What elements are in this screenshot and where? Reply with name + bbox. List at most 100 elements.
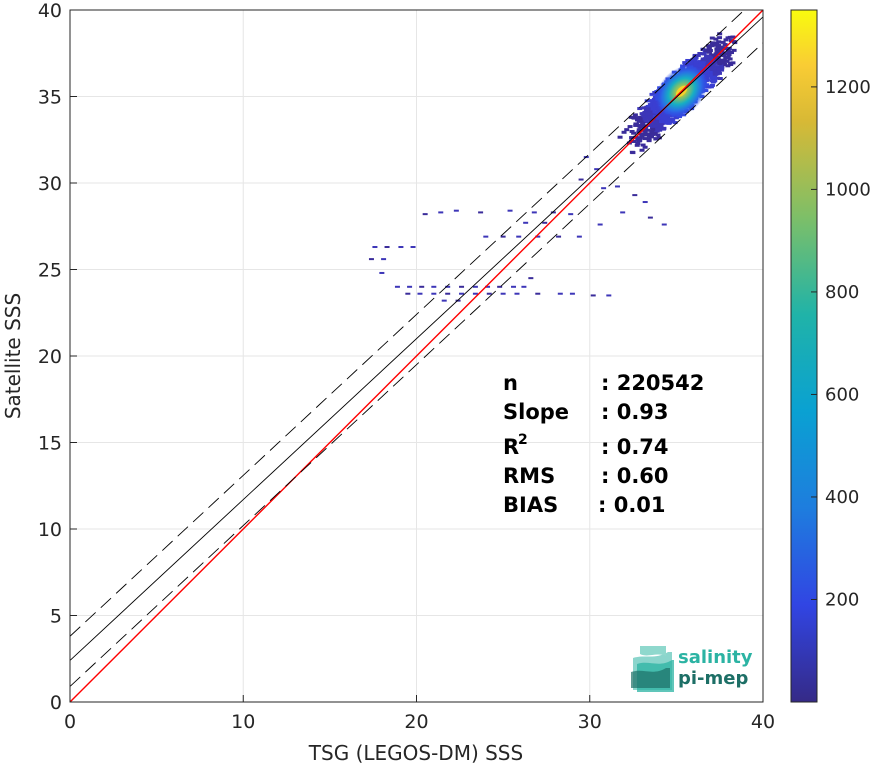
- y-tick-label-5: 25: [38, 260, 62, 282]
- density-bin: [707, 71, 713, 75]
- density-bin: [636, 128, 642, 132]
- density-bin: [633, 122, 639, 126]
- density-bin: [650, 107, 656, 111]
- density-bin: [723, 38, 729, 42]
- density-bin: [652, 98, 658, 102]
- density-bin: [410, 246, 416, 249]
- density-bin: [719, 66, 725, 70]
- y-tick-label-7: 35: [38, 87, 62, 109]
- density-bin: [731, 48, 737, 52]
- density-bin: [629, 129, 635, 133]
- density-bin: [635, 141, 641, 145]
- density-bin: [714, 56, 720, 60]
- y-tick-label-0: 0: [50, 692, 62, 714]
- logo-line-2: pi-mep: [678, 668, 748, 689]
- density-bin: [717, 36, 723, 40]
- density-bin: [667, 119, 673, 123]
- density-bin: [632, 194, 638, 197]
- colorbar-frame: [790, 9, 818, 703]
- density-bin: [438, 211, 444, 214]
- density-bin: [661, 223, 667, 226]
- density-bin: [717, 32, 723, 36]
- density-bin: [720, 60, 726, 64]
- x-tick-label-4: 40: [751, 711, 775, 733]
- y-tick-label-2: 10: [38, 519, 62, 541]
- density-bin: [431, 292, 437, 295]
- density-bin: [700, 61, 706, 65]
- density-bin: [700, 47, 706, 51]
- density-bin: [643, 119, 649, 123]
- density-bin: [627, 125, 633, 129]
- density-bin: [445, 292, 451, 295]
- density-bin: [642, 129, 648, 133]
- density-bin: [597, 223, 603, 226]
- density-bin: [688, 61, 694, 65]
- density-bin: [714, 47, 720, 51]
- density-bin: [714, 50, 720, 54]
- density-bin: [706, 85, 712, 89]
- density-bin: [556, 235, 562, 238]
- density-bin: [405, 292, 411, 295]
- density-bin: [445, 285, 451, 288]
- colorbar: [791, 10, 817, 702]
- density-bin: [655, 116, 661, 120]
- density-bin: [661, 126, 667, 130]
- density-bin: [646, 137, 652, 141]
- density-bin: [725, 36, 731, 40]
- density-bin: [645, 112, 651, 116]
- density-bin: [639, 134, 645, 138]
- density-bin: [514, 292, 520, 295]
- density-bin: [419, 285, 425, 288]
- density-bin: [692, 58, 698, 62]
- density-bin: [652, 103, 658, 107]
- density-bin: [653, 128, 659, 132]
- density-bin: [645, 132, 651, 136]
- density-bin: [716, 43, 722, 47]
- density-bin: [634, 143, 640, 147]
- stat-label-0: n: [503, 371, 518, 395]
- density-bin: [500, 235, 506, 238]
- density-bin: [700, 59, 706, 63]
- density-bin: [650, 127, 656, 131]
- density-bin: [647, 117, 653, 121]
- density-bin: [642, 145, 648, 149]
- x-tick-label-0: 0: [64, 711, 76, 733]
- density-bin: [711, 67, 717, 71]
- density-bin: [704, 56, 710, 60]
- density-bin: [655, 133, 661, 137]
- density-bin: [407, 285, 413, 288]
- density-bin: [631, 140, 637, 144]
- density-bin: [728, 39, 734, 43]
- density-bin: [486, 292, 492, 295]
- density-bin: [714, 76, 720, 80]
- density-bin: [714, 69, 720, 73]
- x-tick-label-2: 20: [404, 711, 428, 733]
- density-bin: [638, 132, 644, 136]
- density-bin: [379, 271, 385, 274]
- density-bin: [706, 44, 712, 48]
- density-bin: [557, 292, 563, 295]
- density-bin: [639, 148, 645, 152]
- density-bin: [638, 123, 644, 127]
- stat-label-3: RMS: [503, 464, 555, 488]
- density-bin: [655, 118, 661, 122]
- density-bin: [422, 213, 428, 216]
- plot-grid: [70, 10, 763, 702]
- density-bin: [695, 53, 701, 57]
- colorbar-tick-label-1: 400: [825, 487, 859, 508]
- y-tick-label-4: 20: [38, 346, 62, 368]
- wave-logo-icon: [631, 646, 674, 692]
- density-bin: [649, 133, 655, 137]
- density-bin: [642, 137, 648, 141]
- density-bin: [633, 123, 639, 127]
- density-bin: [685, 58, 691, 62]
- density-bin: [617, 135, 623, 139]
- density-bin: [523, 221, 529, 224]
- density-bin: [535, 235, 541, 238]
- density-bin: [666, 121, 672, 125]
- stat-value-1: : 0.93: [601, 400, 669, 424]
- density-bin: [372, 246, 378, 249]
- density-bin: [568, 213, 574, 216]
- density-bin: [638, 115, 644, 119]
- density-bin: [652, 124, 658, 128]
